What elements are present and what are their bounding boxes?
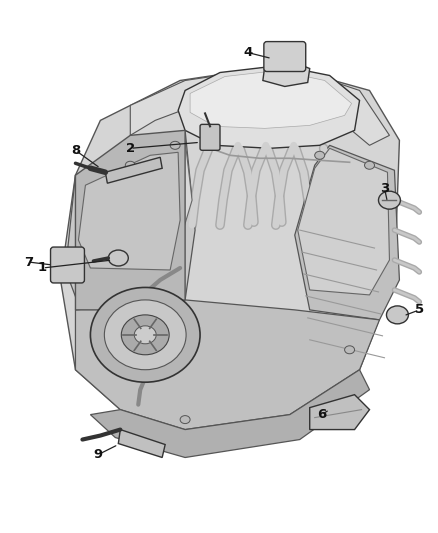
Text: 1: 1 — [38, 262, 47, 274]
Polygon shape — [106, 157, 162, 183]
Text: 7: 7 — [24, 255, 33, 269]
FancyBboxPatch shape — [50, 247, 85, 283]
Text: 5: 5 — [415, 303, 424, 317]
Ellipse shape — [378, 191, 400, 209]
Polygon shape — [178, 66, 360, 148]
Ellipse shape — [108, 250, 128, 266]
Ellipse shape — [314, 151, 325, 159]
Polygon shape — [190, 70, 352, 128]
Text: 2: 2 — [126, 142, 135, 155]
Text: 9: 9 — [94, 448, 103, 461]
Polygon shape — [298, 148, 389, 295]
Ellipse shape — [104, 300, 186, 370]
Polygon shape — [295, 146, 399, 320]
Ellipse shape — [170, 141, 180, 149]
Ellipse shape — [90, 287, 200, 382]
Polygon shape — [60, 66, 399, 430]
Ellipse shape — [364, 161, 374, 169]
Ellipse shape — [386, 306, 408, 324]
Polygon shape — [78, 152, 180, 270]
Ellipse shape — [125, 161, 135, 169]
FancyBboxPatch shape — [200, 124, 220, 150]
Text: 8: 8 — [71, 144, 80, 157]
Text: 6: 6 — [317, 408, 326, 421]
Polygon shape — [75, 131, 185, 310]
Polygon shape — [310, 394, 370, 430]
FancyBboxPatch shape — [264, 42, 306, 71]
Ellipse shape — [121, 315, 169, 355]
Polygon shape — [78, 140, 192, 240]
Polygon shape — [90, 370, 370, 457]
Polygon shape — [130, 66, 389, 146]
Polygon shape — [75, 300, 379, 430]
Ellipse shape — [134, 326, 156, 344]
Text: 3: 3 — [380, 182, 389, 195]
Polygon shape — [118, 430, 165, 457]
Text: 4: 4 — [243, 46, 253, 59]
Polygon shape — [263, 61, 310, 86]
Ellipse shape — [345, 346, 355, 354]
Ellipse shape — [180, 416, 190, 424]
Polygon shape — [66, 131, 195, 310]
